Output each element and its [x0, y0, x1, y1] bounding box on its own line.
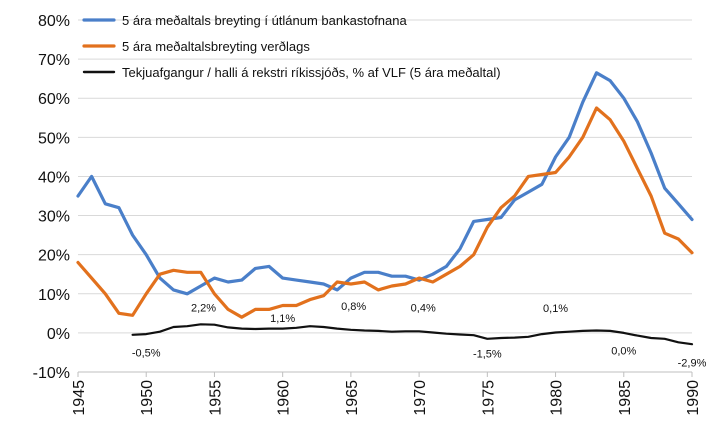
- y-tick-label: 0%: [47, 326, 70, 343]
- legend-label: 5 ára meðaltalsbreyting verðlags: [122, 39, 310, 54]
- annotations: -0,5% 2,2% 1,1% 0,8% 0,4% -1,5% 0,1% 0,0% -2,9%: [132, 301, 707, 369]
- legend: 5 ára meðaltals breyting í útlánum banka…: [82, 13, 501, 80]
- y-tick-label: 20%: [38, 248, 70, 265]
- x-tick-label: 1960: [276, 380, 293, 416]
- y-tick-label: 10%: [38, 287, 70, 304]
- y-tick-label: 60%: [38, 91, 70, 108]
- legend-label: 5 ára meðaltals breyting í útlánum banka…: [122, 13, 408, 28]
- x-tick-label: 1965: [344, 380, 361, 416]
- x-tick-label: 1945: [71, 380, 88, 416]
- axes: 80% 70% 60% 50% 40% 30% 20% 10% 0% -10%1945 1950 19…: [33, 13, 702, 416]
- data-label: 0,1%: [543, 303, 568, 315]
- series-line-3: [131, 323, 694, 346]
- x-tick-label: 1950: [139, 380, 156, 416]
- series: [76, 71, 694, 346]
- x-tick-label: 1975: [480, 380, 497, 416]
- y-tick-label: 50%: [38, 130, 70, 147]
- legend-label: Tekjuafgangur / halli á rekstri ríkissjó…: [122, 65, 501, 80]
- x-tick-label: 1980: [549, 380, 566, 416]
- series-line-1: [76, 71, 694, 296]
- y-tick-label: 40%: [38, 169, 70, 186]
- y-tick-label: 30%: [38, 209, 70, 226]
- series-line-2: [76, 106, 694, 319]
- y-tick-label: 80%: [38, 13, 70, 30]
- data-label: 0,0%: [611, 345, 636, 357]
- data-label: -0,5%: [132, 347, 161, 359]
- y-tick-label: -10%: [33, 365, 70, 382]
- data-label: 0,4%: [411, 302, 436, 314]
- x-tick-label: 1955: [207, 380, 224, 416]
- data-label: -2,9%: [678, 358, 707, 370]
- data-label: -1,5%: [473, 349, 502, 361]
- x-tick-label: 1970: [412, 380, 429, 416]
- data-label: 0,8%: [341, 301, 366, 313]
- data-label: 2,2%: [191, 302, 216, 314]
- data-label: 1,1%: [270, 313, 295, 325]
- x-tick-label: 1985: [617, 380, 634, 416]
- y-tick-label: 70%: [38, 52, 70, 69]
- x-tick-label: 1990: [685, 380, 702, 416]
